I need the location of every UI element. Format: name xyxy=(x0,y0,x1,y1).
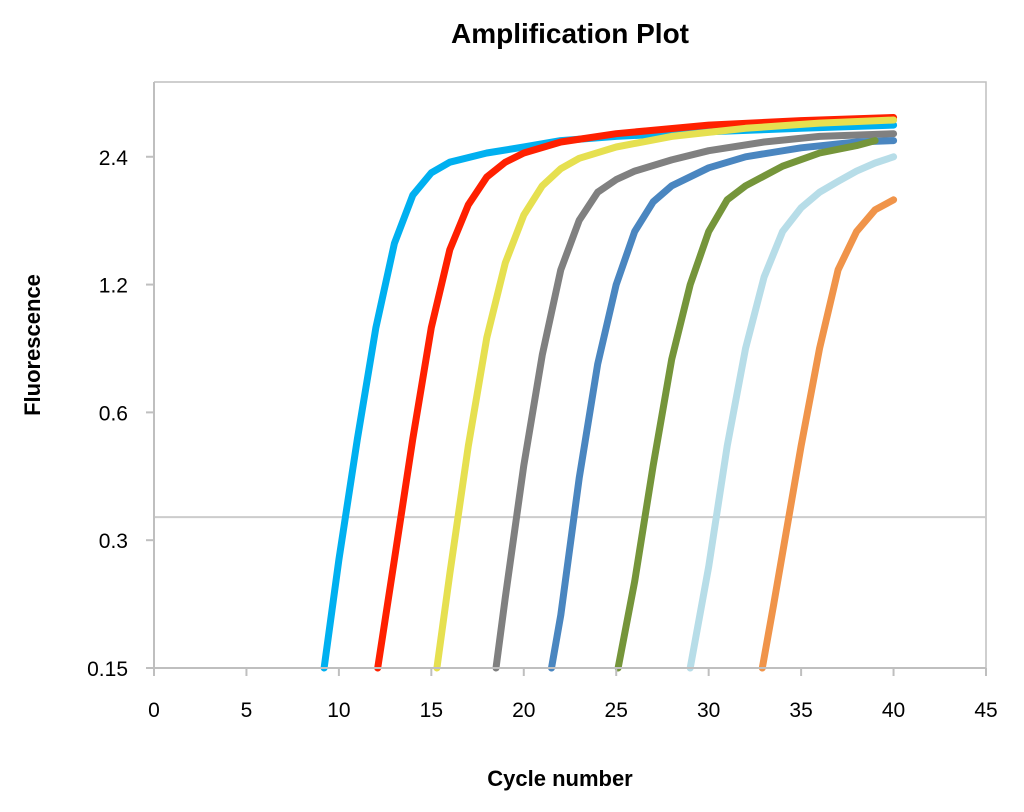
y-tick-label: 0.6 xyxy=(99,402,128,425)
y-tick-labels: 0.15 0.3 0.6 1.2 2.4 xyxy=(87,147,154,681)
x-tick-label: 5 xyxy=(241,699,253,722)
y-tick-label: 2.4 xyxy=(99,147,129,170)
x-tick-label: 20 xyxy=(512,699,535,722)
x-tick-label: 10 xyxy=(327,699,350,722)
x-tick-labels: 0 5 10 15 20 25 30 35 40 45 xyxy=(148,668,998,722)
y-tick-label: 1.2 xyxy=(99,275,128,298)
x-tick-label: 35 xyxy=(789,699,812,722)
x-tick-label: 15 xyxy=(420,699,443,722)
series-line-5 xyxy=(548,137,898,672)
plot-border xyxy=(154,81,987,668)
y-axis-label: Fluorescence xyxy=(20,274,45,416)
series-line-4 xyxy=(492,130,898,672)
x-tick-label: 45 xyxy=(974,699,997,722)
y-tick-label: 0.15 xyxy=(87,658,128,681)
series-line-8 xyxy=(758,196,898,672)
series-line-3 xyxy=(433,116,898,672)
x-tick-label: 40 xyxy=(882,699,905,722)
series-line-6 xyxy=(614,137,879,672)
plot-area xyxy=(153,81,987,672)
series-line-7 xyxy=(686,153,898,672)
x-tick-label: 25 xyxy=(605,699,628,722)
x-axis-label: Cycle number xyxy=(487,766,633,791)
x-tick-label: 0 xyxy=(148,699,160,722)
x-tick-label: 30 xyxy=(697,699,720,722)
series-line-2 xyxy=(374,114,898,672)
y-tick-label: 0.3 xyxy=(99,530,128,553)
chart-title: Amplification Plot xyxy=(451,18,689,49)
